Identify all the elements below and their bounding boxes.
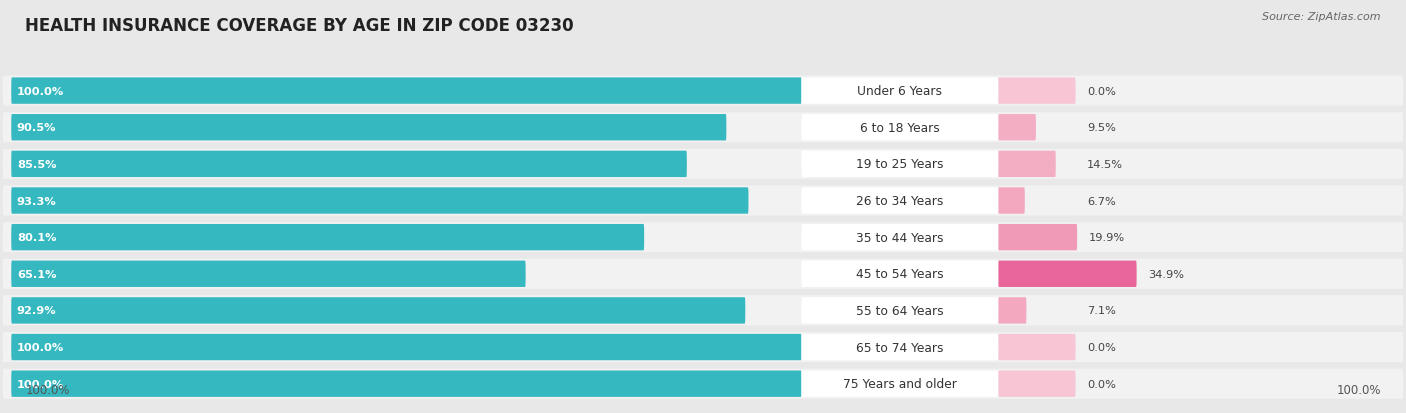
Text: 92.9%: 92.9% xyxy=(17,306,56,316)
FancyBboxPatch shape xyxy=(801,297,998,324)
FancyBboxPatch shape xyxy=(11,297,745,324)
FancyBboxPatch shape xyxy=(11,188,748,214)
FancyBboxPatch shape xyxy=(801,224,998,251)
FancyBboxPatch shape xyxy=(3,332,1403,362)
FancyBboxPatch shape xyxy=(998,370,1076,397)
FancyBboxPatch shape xyxy=(11,115,727,141)
Text: 35 to 44 Years: 35 to 44 Years xyxy=(856,231,943,244)
Text: 7.1%: 7.1% xyxy=(1087,306,1116,316)
Text: 14.5%: 14.5% xyxy=(1087,159,1123,169)
FancyBboxPatch shape xyxy=(998,78,1076,104)
Text: Under 6 Years: Under 6 Years xyxy=(858,85,942,98)
Text: 9.5%: 9.5% xyxy=(1087,123,1116,133)
FancyBboxPatch shape xyxy=(998,115,1036,141)
FancyBboxPatch shape xyxy=(998,224,1077,251)
FancyBboxPatch shape xyxy=(11,334,801,361)
FancyBboxPatch shape xyxy=(801,334,998,361)
FancyBboxPatch shape xyxy=(801,78,998,104)
FancyBboxPatch shape xyxy=(3,150,1403,180)
FancyBboxPatch shape xyxy=(801,370,998,397)
Text: 6.7%: 6.7% xyxy=(1087,196,1115,206)
FancyBboxPatch shape xyxy=(998,151,1056,178)
FancyBboxPatch shape xyxy=(3,223,1403,253)
Text: 65 to 74 Years: 65 to 74 Years xyxy=(856,341,943,354)
FancyBboxPatch shape xyxy=(998,334,1076,361)
Text: 65.1%: 65.1% xyxy=(17,269,56,279)
Text: 80.1%: 80.1% xyxy=(17,233,56,242)
FancyBboxPatch shape xyxy=(11,78,801,104)
Text: 0.0%: 0.0% xyxy=(1087,379,1116,389)
FancyBboxPatch shape xyxy=(11,370,801,397)
FancyBboxPatch shape xyxy=(3,76,1403,107)
Text: 100.0%: 100.0% xyxy=(17,342,65,352)
FancyBboxPatch shape xyxy=(11,224,644,251)
FancyBboxPatch shape xyxy=(3,259,1403,289)
Text: HEALTH INSURANCE COVERAGE BY AGE IN ZIP CODE 03230: HEALTH INSURANCE COVERAGE BY AGE IN ZIP … xyxy=(25,17,574,34)
Text: 75 Years and older: 75 Years and older xyxy=(844,377,956,390)
FancyBboxPatch shape xyxy=(801,151,998,178)
Text: 100.0%: 100.0% xyxy=(25,384,70,396)
Text: 19 to 25 Years: 19 to 25 Years xyxy=(856,158,943,171)
Text: Source: ZipAtlas.com: Source: ZipAtlas.com xyxy=(1263,12,1381,22)
Text: 85.5%: 85.5% xyxy=(17,159,56,169)
Text: 6 to 18 Years: 6 to 18 Years xyxy=(860,121,939,134)
Text: 34.9%: 34.9% xyxy=(1147,269,1184,279)
FancyBboxPatch shape xyxy=(801,261,998,287)
Text: 0.0%: 0.0% xyxy=(1087,342,1116,352)
FancyBboxPatch shape xyxy=(801,188,998,214)
Text: 19.9%: 19.9% xyxy=(1088,233,1125,242)
Text: 0.0%: 0.0% xyxy=(1087,86,1116,96)
FancyBboxPatch shape xyxy=(998,297,1026,324)
Text: 100.0%: 100.0% xyxy=(17,86,65,96)
FancyBboxPatch shape xyxy=(3,186,1403,216)
Text: 100.0%: 100.0% xyxy=(1336,384,1381,396)
FancyBboxPatch shape xyxy=(11,261,526,287)
FancyBboxPatch shape xyxy=(3,369,1403,399)
FancyBboxPatch shape xyxy=(998,188,1025,214)
Text: 90.5%: 90.5% xyxy=(17,123,56,133)
FancyBboxPatch shape xyxy=(11,151,688,178)
Text: 45 to 54 Years: 45 to 54 Years xyxy=(856,268,943,280)
Text: 100.0%: 100.0% xyxy=(17,379,65,389)
FancyBboxPatch shape xyxy=(801,115,998,141)
FancyBboxPatch shape xyxy=(998,261,1136,287)
Text: 26 to 34 Years: 26 to 34 Years xyxy=(856,195,943,207)
Text: 93.3%: 93.3% xyxy=(17,196,56,206)
FancyBboxPatch shape xyxy=(3,296,1403,325)
Text: 55 to 64 Years: 55 to 64 Years xyxy=(856,304,943,317)
FancyBboxPatch shape xyxy=(3,113,1403,143)
